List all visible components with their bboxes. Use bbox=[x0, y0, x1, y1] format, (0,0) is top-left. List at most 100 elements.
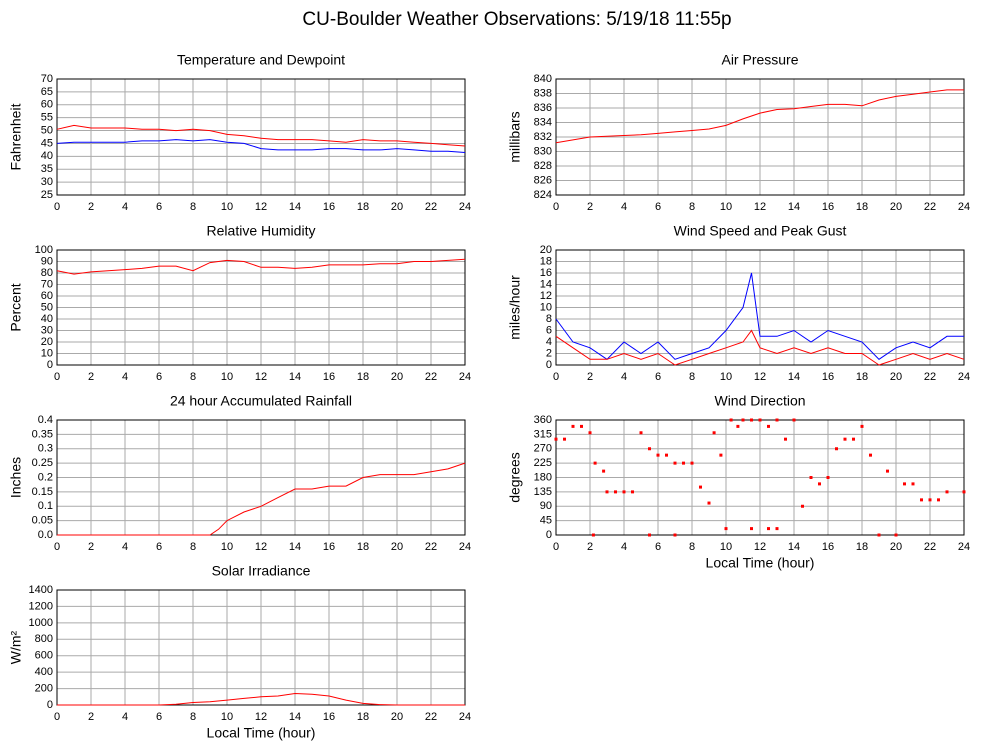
point bbox=[614, 490, 617, 494]
x-tick-label: 14 bbox=[289, 371, 301, 383]
y-tick-label: 90 bbox=[540, 500, 552, 512]
plot-frame bbox=[56, 589, 466, 706]
plot-frame bbox=[56, 249, 466, 366]
y-tick-label: 830 bbox=[534, 145, 552, 157]
point bbox=[719, 453, 723, 457]
x-tick-label: 24 bbox=[958, 201, 970, 213]
point bbox=[962, 490, 966, 494]
y-tick-label: 600 bbox=[35, 650, 53, 662]
y-tick-label: 8 bbox=[546, 313, 552, 325]
x-tick-label: 8 bbox=[190, 201, 196, 213]
point bbox=[775, 418, 779, 422]
x-tick-label: 12 bbox=[255, 711, 267, 723]
y-tick-label: 12 bbox=[540, 290, 552, 302]
x-tick-label: 4 bbox=[122, 201, 128, 213]
x-tick-label: 12 bbox=[754, 201, 766, 213]
main-title: CU-Boulder Weather Observations: 5/19/18… bbox=[302, 9, 731, 30]
y-tick-label: 0.25 bbox=[32, 457, 53, 469]
x-tick-label: 10 bbox=[720, 201, 732, 213]
point bbox=[665, 453, 668, 457]
y-tick-label: 0.0 bbox=[38, 529, 53, 541]
x-tick-label: 6 bbox=[156, 371, 162, 383]
point bbox=[580, 424, 583, 428]
x-tick-label: 2 bbox=[587, 541, 593, 553]
point bbox=[784, 437, 787, 441]
y-tick-label: 0.15 bbox=[32, 486, 53, 498]
plot-frame bbox=[555, 78, 965, 196]
y-tick-label: 0 bbox=[47, 359, 53, 371]
point bbox=[911, 482, 915, 486]
point bbox=[602, 469, 606, 473]
point bbox=[648, 533, 651, 537]
point bbox=[631, 490, 634, 494]
series-line bbox=[56, 258, 466, 275]
x-axis-label: Local Time (hour) bbox=[706, 555, 815, 571]
x-tick-label: 18 bbox=[357, 201, 369, 213]
point bbox=[639, 431, 643, 435]
point bbox=[860, 424, 864, 428]
point bbox=[767, 527, 770, 531]
x-tick-label: 20 bbox=[391, 541, 403, 553]
x-tick-label: 22 bbox=[924, 541, 936, 553]
x-tick-label: 20 bbox=[890, 541, 902, 553]
x-tick-label: 0 bbox=[553, 541, 559, 553]
point bbox=[818, 482, 821, 486]
point bbox=[673, 533, 677, 537]
x-tick-label: 8 bbox=[190, 711, 196, 723]
x-tick-label: 2 bbox=[587, 201, 593, 213]
y-tick-label: 225 bbox=[534, 457, 552, 469]
x-tick-label: 10 bbox=[221, 711, 233, 723]
x-tick-label: 18 bbox=[856, 201, 868, 213]
y-tick-label: 0.05 bbox=[32, 515, 53, 527]
x-tick-label: 8 bbox=[689, 371, 695, 383]
point bbox=[775, 527, 779, 531]
x-tick-label: 18 bbox=[357, 371, 369, 383]
y-tick-label: 828 bbox=[534, 160, 552, 172]
x-tick-label: 16 bbox=[323, 711, 335, 723]
y-tick-label: 834 bbox=[534, 116, 552, 128]
y-tick-label: 45 bbox=[41, 137, 53, 149]
point bbox=[801, 504, 804, 508]
chart-title: 24 hour Accumulated Rainfall bbox=[170, 393, 352, 409]
y-tick-label: 60 bbox=[41, 290, 53, 302]
y-tick-label: 25 bbox=[41, 189, 53, 201]
point bbox=[758, 418, 762, 422]
point bbox=[591, 533, 595, 537]
point bbox=[656, 453, 660, 457]
x-tick-label: 2 bbox=[88, 711, 94, 723]
y-tick-label: 0.1 bbox=[38, 500, 53, 512]
x-tick-label: 12 bbox=[255, 371, 267, 383]
point bbox=[809, 476, 813, 479]
x-tick-label: 16 bbox=[323, 371, 335, 383]
point bbox=[588, 431, 592, 435]
point bbox=[869, 453, 872, 457]
chart-title: Temperature and Dewpoint bbox=[177, 52, 345, 68]
y-tick-label: 0 bbox=[546, 359, 552, 371]
point bbox=[648, 447, 651, 451]
y-tick-label: 400 bbox=[35, 666, 53, 678]
y-tick-label: 1000 bbox=[29, 617, 53, 629]
point bbox=[835, 447, 838, 451]
y-tick-label: 18 bbox=[540, 255, 552, 267]
x-tick-label: 14 bbox=[788, 541, 800, 553]
x-tick-label: 6 bbox=[655, 371, 661, 383]
y-tick-label: 0 bbox=[47, 699, 53, 711]
x-tick-label: 0 bbox=[54, 371, 60, 383]
y-tick-label: 40 bbox=[41, 313, 53, 325]
x-tick-label: 0 bbox=[54, 711, 60, 723]
point bbox=[792, 418, 796, 422]
series-line bbox=[56, 139, 466, 153]
chart-title: Wind Direction bbox=[714, 393, 805, 409]
chart-title: Wind Speed and Peak Gust bbox=[674, 223, 847, 239]
point bbox=[852, 437, 855, 441]
y-tick-label: 800 bbox=[35, 633, 53, 645]
x-tick-label: 16 bbox=[822, 541, 834, 553]
y-tick-label: 40 bbox=[41, 150, 53, 162]
point bbox=[903, 482, 906, 486]
point bbox=[729, 418, 733, 422]
y-tick-label: 14 bbox=[540, 278, 552, 290]
y-tick-label: 60 bbox=[41, 99, 53, 111]
y-tick-label: 2 bbox=[546, 347, 552, 359]
x-tick-label: 22 bbox=[924, 371, 936, 383]
point bbox=[724, 527, 728, 531]
